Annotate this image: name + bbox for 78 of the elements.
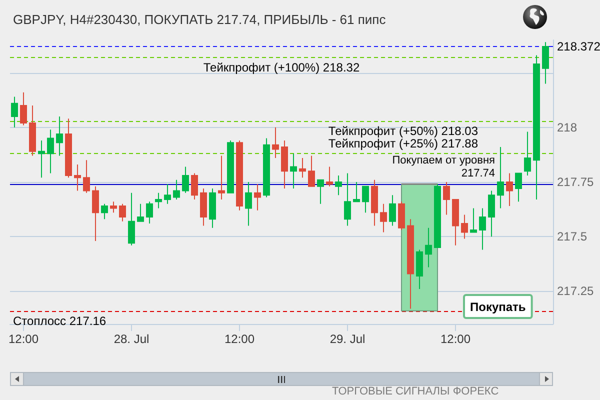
candlestick bbox=[92, 186, 99, 242]
candlestick bbox=[209, 188, 216, 228]
candlestick bbox=[236, 140, 243, 211]
y-tick-label: 217.75 bbox=[557, 175, 594, 189]
candlestick bbox=[515, 172, 522, 202]
candlestick bbox=[416, 249, 423, 290]
candlestick bbox=[443, 182, 450, 216]
x-tick-label: 12:00 bbox=[8, 332, 39, 346]
candlestick bbox=[335, 174, 342, 196]
candlestick bbox=[533, 54, 540, 200]
candlestick bbox=[245, 182, 252, 226]
candlestick bbox=[353, 182, 360, 202]
candlestick bbox=[398, 201, 405, 231]
candlestick bbox=[74, 164, 81, 192]
candlestick bbox=[137, 203, 144, 222]
candlestick bbox=[497, 146, 504, 209]
candlestick bbox=[200, 188, 207, 226]
candlestick bbox=[56, 116, 63, 156]
candlestick bbox=[407, 218, 414, 310]
candlestick bbox=[326, 166, 333, 187]
candlestick bbox=[317, 179, 324, 204]
candlestick bbox=[344, 172, 351, 226]
candlestick bbox=[272, 126, 279, 158]
ref-line-label: Стоплосс 217.16 bbox=[13, 314, 106, 328]
candlestick bbox=[254, 184, 261, 211]
candlestick bbox=[83, 160, 90, 194]
x-tick-label: 12:00 bbox=[224, 332, 255, 346]
candlestick bbox=[182, 166, 189, 194]
candlestick bbox=[65, 118, 72, 178]
candlestick bbox=[20, 92, 27, 126]
text: ТОРГОВЫЕ СИГНАЛЫ ФОРЕКС bbox=[332, 386, 499, 398]
y-tick-label: 217.5 bbox=[557, 230, 588, 244]
ref-line-label: 218.372 bbox=[557, 40, 600, 54]
candlestick bbox=[425, 227, 432, 268]
candlestick bbox=[227, 140, 234, 194]
candlestick bbox=[47, 129, 54, 174]
candlestick bbox=[146, 201, 153, 224]
candlestick bbox=[191, 172, 198, 200]
chart-title: GBPJPY, H4#230430, ПОКУПАТЬ 217.74, ПРИБЫЛЬ - 61 пипс bbox=[13, 12, 386, 27]
candlestick bbox=[308, 155, 315, 187]
candlestick bbox=[29, 105, 36, 156]
candlestick bbox=[362, 186, 369, 214]
candlestick bbox=[452, 198, 459, 246]
candlestick bbox=[119, 203, 126, 222]
candlestick bbox=[110, 201, 117, 214]
candlestick bbox=[380, 203, 387, 233]
y-tick-label: 217.25 bbox=[557, 284, 594, 298]
candlestick bbox=[506, 172, 513, 207]
candlestick bbox=[299, 157, 306, 178]
y-tick-label: 218 bbox=[557, 120, 578, 134]
candlestick bbox=[479, 208, 486, 250]
candlestick bbox=[128, 192, 135, 246]
candlestick bbox=[524, 131, 531, 176]
annotation: Покупать bbox=[470, 300, 526, 314]
x-tick-label: 12:00 bbox=[440, 332, 471, 346]
ref-line-label: Тейкпрофит (+50%) 218.03 bbox=[328, 124, 478, 138]
x-tick-label: 28. Jul bbox=[114, 332, 150, 346]
ref-line-label: Тейкпрофит (+100%) 218.32 bbox=[203, 60, 360, 74]
candlestick bbox=[173, 179, 180, 200]
candlestick bbox=[290, 153, 297, 190]
candlestick bbox=[371, 179, 378, 226]
candlestick bbox=[488, 190, 495, 238]
candlestick bbox=[434, 184, 441, 248]
candlestick bbox=[542, 42, 549, 84]
candlestick bbox=[218, 155, 225, 200]
candlestick bbox=[263, 138, 270, 198]
candlestick bbox=[461, 214, 468, 240]
x-tick-label: 29. Jul bbox=[330, 332, 366, 346]
candlestick bbox=[164, 184, 171, 204]
candlestick bbox=[38, 140, 45, 178]
ref-line-label: Тейкпрофит (+25%) 217.88 bbox=[328, 136, 478, 151]
candlestick bbox=[470, 208, 477, 233]
candlestick bbox=[101, 203, 108, 220]
candlestick bbox=[389, 194, 396, 226]
candlestick bbox=[281, 140, 288, 190]
candlestick bbox=[11, 96, 18, 128]
ref-line-label: Покупаем от уровня 217.74 bbox=[392, 154, 496, 180]
candlestick bbox=[155, 192, 162, 209]
